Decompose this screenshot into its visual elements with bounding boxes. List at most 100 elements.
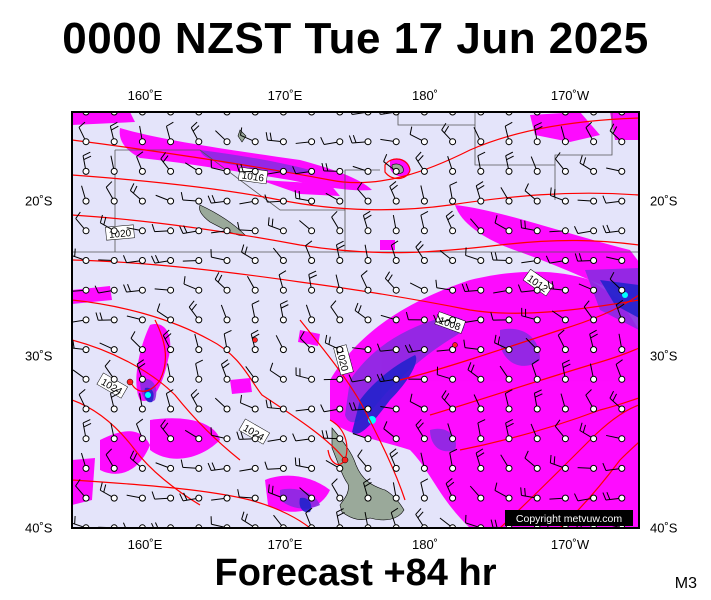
wind-station-circle: [138, 138, 146, 146]
wind-barb-feather: [180, 459, 184, 468]
wind-station-circle: [279, 197, 287, 205]
lon-tick-label: 170˚W: [550, 537, 590, 552]
wind-station-circle: [308, 494, 316, 502]
wind-barb-feather: [136, 359, 145, 365]
wind-station-circle: [82, 167, 90, 175]
wind-station-circle: [364, 227, 372, 235]
wind-station-circle: [505, 375, 513, 383]
wind-station-circle: [110, 464, 118, 472]
wind-barb-feather: [72, 340, 75, 349]
wind-station-circle: [336, 316, 344, 324]
wind-station-circle: [364, 286, 372, 294]
wind-station-circle: [336, 257, 344, 264]
wind-barb-feather: [83, 155, 92, 161]
wind-barb-feather: [405, 311, 409, 320]
wind-station-circle: [420, 464, 428, 472]
wind-barb-feather: [350, 112, 353, 115]
wind-barb-feather: [352, 134, 357, 143]
wind-barb-feather: [578, 253, 583, 262]
wind-barb-feather: [241, 244, 245, 253]
wind-station-circle: [336, 375, 344, 383]
lat-tick-label: 20˚S: [25, 193, 53, 209]
wind-barb-feather: [415, 240, 422, 248]
wind-barb-feather: [292, 166, 297, 174]
wind-station-circle: [138, 405, 146, 413]
wind-barb-feather: [330, 300, 337, 308]
wind-station-circle: [195, 405, 203, 413]
wind-station-circle: [110, 316, 118, 324]
wind-barb-feather: [156, 303, 161, 312]
wind-station-circle: [279, 227, 287, 235]
isobar-label: 1016: [241, 170, 265, 184]
wind-station-circle: [449, 227, 457, 235]
wind-barb-feather: [331, 210, 338, 218]
wind-barb-feather: [95, 312, 99, 321]
lon-tick-label: 160˚E: [127, 537, 163, 552]
wind-barb-feather: [494, 482, 498, 491]
wind-barb-feather: [467, 362, 472, 370]
model-id: M3: [674, 575, 697, 592]
wind-barb-feather: [280, 304, 289, 309]
wind-barb-feather: [532, 92, 539, 97]
wind-station-circle: [138, 167, 146, 175]
pressure-markers: [126, 337, 458, 464]
wind-station-circle: [364, 435, 372, 443]
wind-barb-feather: [110, 389, 118, 394]
wind-station-circle: [279, 257, 287, 264]
wind-station-circle: [167, 197, 175, 205]
wind-station-circle: [561, 286, 569, 294]
wind-barb-feather: [380, 373, 385, 382]
wind-station-circle: [561, 375, 569, 383]
wind-barb-feather: [435, 279, 438, 288]
wind-station-circle: [251, 494, 259, 502]
wind-station-circle: [364, 494, 372, 502]
wind-station-circle: [420, 257, 428, 264]
wind-barb-feather: [524, 220, 526, 229]
wind-station-circle: [590, 138, 598, 146]
wind-station-circle: [590, 435, 598, 443]
wind-station-circle: [251, 138, 259, 146]
wind-barb-feather: [166, 121, 174, 127]
wind-station-circle: [420, 197, 428, 205]
wind-barb-staff: [621, 112, 622, 113]
wind-station-circle: [138, 227, 146, 235]
lat-tick-label: 40˚S: [25, 520, 53, 536]
wind-station-circle: [251, 257, 259, 264]
wind-station-circle: [590, 286, 598, 294]
wind-barb-feather: [461, 283, 466, 292]
wind-barb-feather: [75, 211, 81, 219]
wind-station-circle: [533, 286, 541, 294]
wind-station-circle: [167, 346, 175, 354]
wind-station-circle: [420, 167, 428, 175]
wind-barb-feather: [494, 334, 497, 343]
wind-station-circle: [420, 138, 428, 146]
wind-station-circle: [505, 346, 513, 354]
wind-station-circle: [420, 405, 428, 413]
wind-barb-feather: [404, 344, 410, 353]
wind-station-circle: [392, 375, 400, 383]
wind-barb-feather: [136, 151, 144, 157]
wind-barb-feather: [494, 215, 498, 224]
wind-station-circle: [505, 138, 513, 146]
wind-station-circle: [279, 346, 287, 354]
wind-barb-feather: [585, 121, 593, 129]
wind-station-circle: [590, 227, 598, 235]
copyright-box: [505, 510, 633, 526]
wind-barb-feather: [417, 244, 424, 251]
wind-station-circle: [279, 286, 287, 294]
wind-barb-feather: [554, 419, 561, 427]
wind-station-circle: [477, 346, 485, 354]
wind-barb-feather: [391, 240, 399, 246]
wind-station-circle: [167, 227, 175, 235]
wind-station-circle: [167, 167, 175, 175]
wind-station-circle: [251, 435, 259, 443]
wind-station-circle: [533, 138, 541, 146]
wind-barb-feather: [104, 359, 111, 367]
wind-station-circle: [561, 167, 569, 175]
wind-barb-feather: [123, 284, 127, 293]
wind-station-circle: [618, 346, 626, 354]
wind-barb-feather: [590, 333, 598, 339]
wind-barb-feather: [383, 153, 388, 162]
wind-station-circle: [449, 405, 457, 413]
wind-barb-feather: [602, 462, 607, 471]
